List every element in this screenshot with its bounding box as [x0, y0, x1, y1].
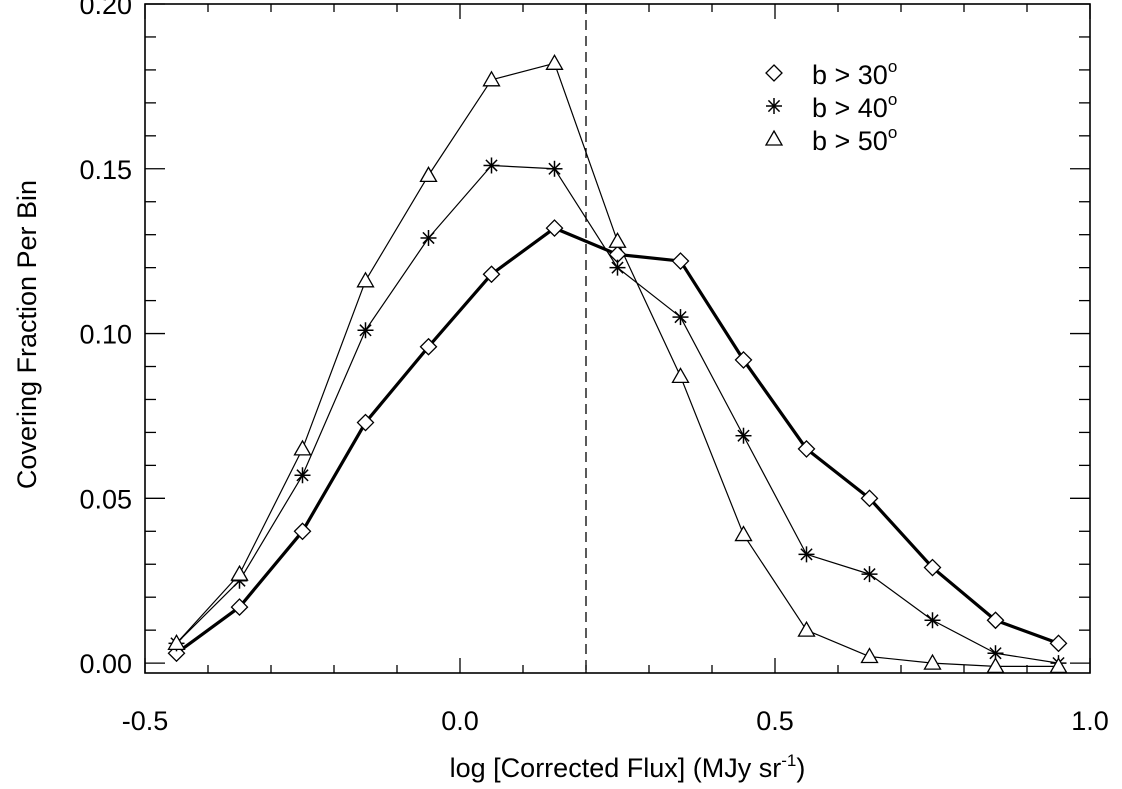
- asterisk-stroke: [359, 324, 372, 337]
- asterisk-stroke: [674, 310, 687, 324]
- asterisk-stroke: [989, 647, 1002, 660]
- series-2-point: [798, 546, 815, 563]
- series-line-3: [176, 62, 1059, 668]
- series-1-point: [671, 252, 690, 270]
- series-2-point: [924, 612, 941, 629]
- x-tick-label: 0.0: [441, 706, 479, 736]
- series-3-point: [167, 634, 186, 650]
- asterisk-stroke: [611, 261, 624, 274]
- series-2-point: [357, 322, 374, 339]
- x-tick-labels: -0.5 0.0 0.5 1.0: [122, 706, 1109, 736]
- x-tick-label: -0.5: [122, 706, 169, 736]
- series-3-point: [923, 653, 942, 670]
- series-3-point: [482, 70, 501, 87]
- series-1-point: [923, 558, 942, 577]
- series-3-point: [860, 647, 879, 664]
- series-1-point: [545, 219, 564, 238]
- asterisk-stroke: [296, 469, 309, 482]
- series-3-point: [671, 367, 690, 384]
- series-line-1: [175, 226, 1060, 655]
- legend-label-superscript: o: [888, 57, 897, 76]
- legend-label-1: b > 30o: [812, 57, 897, 90]
- x-axis-label-main: log [Corrected Flux] (MJy sr: [450, 753, 782, 783]
- legend-label-main: b > 40: [812, 93, 888, 123]
- series-3-point: [356, 271, 375, 288]
- minor-ticks: [145, 4, 1090, 673]
- series-2-point: [735, 427, 752, 444]
- legend-label-main: b > 50: [812, 126, 888, 156]
- series-2-point: [672, 309, 689, 326]
- asterisk-stroke: [485, 159, 498, 172]
- y-tick-label: 0.15: [79, 155, 132, 185]
- series-3-point: [986, 657, 1005, 674]
- legend-label-main: b > 30: [812, 60, 888, 90]
- series-3-point: [797, 620, 816, 637]
- series-1-point: [230, 598, 249, 617]
- series-1-point: [293, 522, 312, 541]
- asterisk-stroke: [422, 231, 435, 245]
- x-tick-label: 0.5: [756, 706, 794, 736]
- asterisk-stroke: [767, 99, 781, 113]
- legend-label-2: b > 40o: [812, 90, 897, 123]
- series-2-point: [546, 160, 563, 177]
- major-ticks: [144, 3, 1091, 673]
- series-markers: [167, 54, 1068, 674]
- y-tick-label: 0.00: [79, 649, 132, 679]
- x-axis-label-suffix: ): [796, 753, 805, 783]
- series-2-point: [861, 566, 878, 583]
- series-1-point: [1049, 634, 1068, 653]
- asterisk-stroke: [926, 614, 939, 627]
- plot-frame: [144, 3, 1091, 674]
- asterisk-stroke: [548, 162, 561, 175]
- series-3-point: [545, 54, 564, 70]
- y-tick-labels: 0.00 0.05 0.10 0.15 0.20: [79, 0, 132, 679]
- series-1-point: [356, 413, 375, 432]
- series-2-point: [420, 229, 437, 246]
- series-3-point: [734, 525, 753, 542]
- series-1-point: [986, 611, 1005, 630]
- series-2-point: [483, 157, 500, 174]
- series-3-point: [608, 231, 627, 248]
- legend-marker-1: [765, 64, 783, 82]
- y-tick-label: 0.10: [79, 320, 132, 350]
- series-1-point: [482, 265, 501, 284]
- series-lines: [175, 62, 1060, 668]
- series-2-point: [294, 467, 311, 484]
- series-3-point: [230, 564, 249, 581]
- legend-marker-3: [764, 129, 784, 146]
- asterisk-stroke: [863, 568, 876, 581]
- series-1-point: [797, 439, 816, 458]
- asterisk-stroke: [737, 429, 750, 442]
- series-3-point: [1049, 657, 1068, 674]
- asterisk-stroke: [800, 548, 813, 561]
- x-axis-label-superscript: -1: [781, 751, 796, 770]
- series-2-point: [609, 259, 626, 276]
- series-1-point: [419, 337, 438, 356]
- x-axis-label: log [Corrected Flux] (MJy sr-1): [450, 751, 806, 783]
- series-1-point: [734, 351, 753, 369]
- legend-label-superscript: o: [888, 90, 897, 109]
- legend-label-superscript: o: [888, 123, 897, 142]
- x-tick-label: 1.0: [1071, 706, 1109, 736]
- series-1-point: [860, 489, 879, 508]
- series-3-point: [419, 166, 438, 183]
- y-tick-label: 0.05: [79, 484, 132, 514]
- series-3-point: [293, 439, 312, 456]
- series-2-point: [987, 645, 1004, 662]
- legend-label-3: b > 50o: [812, 123, 897, 156]
- y-axis-label: Covering Fraction Per Bin: [12, 180, 42, 489]
- legend-marker-2: [766, 98, 782, 114]
- y-tick-label: 0.20: [79, 0, 132, 20]
